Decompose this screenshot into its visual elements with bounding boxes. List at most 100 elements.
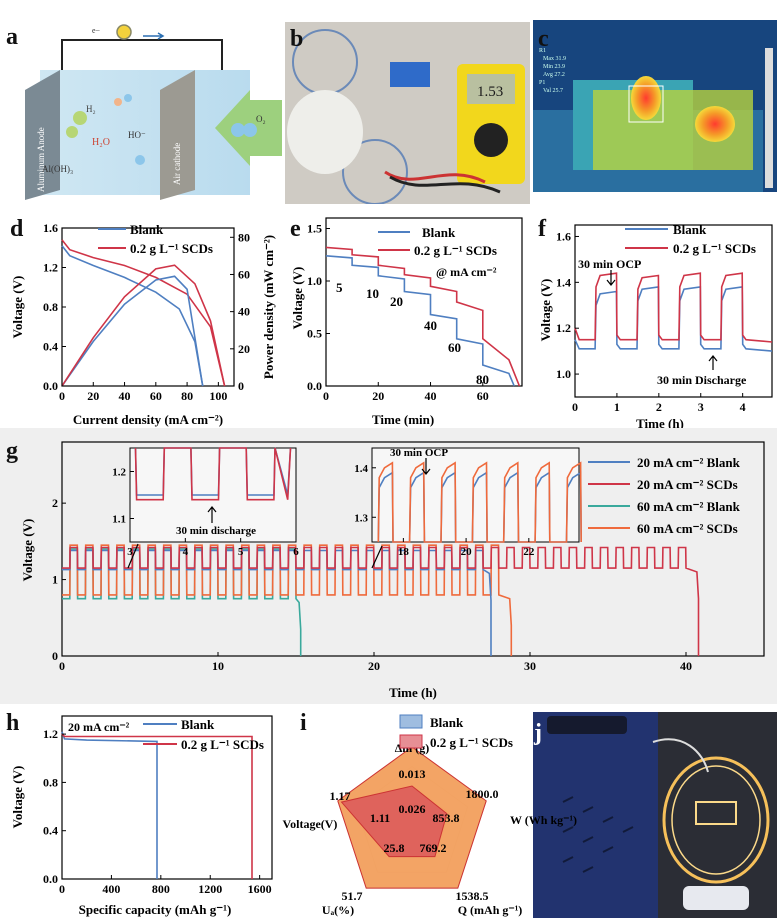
chart-i: 0.026 853.8 769.2 25.8 1.11 0.013 1800.0 1538.5… — [283, 714, 577, 917]
radar-series — [340, 785, 448, 858]
x-tick-label: 0 — [59, 389, 65, 403]
annotation-discharge: 30 min Discharge — [657, 373, 747, 387]
y2-tick-label: 60 — [238, 267, 250, 281]
aloh3-label: Al(OH)₃ — [42, 164, 73, 174]
cell-block — [390, 62, 430, 87]
x-tick-label: 800 — [152, 882, 170, 896]
readout-min: Min 23.9 — [543, 64, 565, 70]
molecule-icon — [114, 98, 122, 106]
readout-max: Max 31.9 — [543, 56, 566, 62]
legend-entry: 20 mA cm⁻² SCDs — [637, 477, 738, 492]
radar-value-scds: 51.7 — [342, 889, 363, 903]
y-tick-label: 1.6 — [556, 229, 571, 243]
electrolyte — [40, 70, 250, 195]
y-tick-label: 1.4 — [354, 463, 368, 475]
x-axis-label: Time (h) — [389, 685, 437, 700]
x-tick-label: 40 — [119, 389, 131, 403]
radar-value-scds: 1800.0 — [466, 787, 499, 801]
radar-axis-label: Voltage(V) — [283, 817, 338, 831]
step-label: 60 — [448, 340, 461, 355]
chart-f: 0 1 2 3 4 1.0 1.2 1.4 1.6 Time (h) Voltage (V) B… — [538, 222, 773, 431]
step-label: 40 — [424, 318, 437, 333]
x-tick-label: 60 — [150, 389, 162, 403]
panel-label-d: d — [10, 216, 24, 242]
step-label: 5 — [336, 280, 343, 295]
y-axis-label: Voltage (V) — [20, 519, 35, 582]
thermal-image: R1 Max 31.9 Min 23.9 Avg 27.2 P1 Val 25.… — [533, 20, 777, 192]
y-tick-label: 2 — [52, 496, 58, 510]
x-axis-label: Current density (mA cm⁻²) — [73, 412, 223, 427]
arrow-icon — [606, 270, 616, 286]
lamp-photo — [533, 712, 777, 918]
legend-entry: 60 mA cm⁻² SCDs — [637, 521, 738, 536]
panel-label-j: j — [533, 720, 542, 746]
y2-tick-label: 20 — [238, 342, 250, 356]
y-tick-label: 1.0 — [307, 274, 322, 288]
radar-axis-label: Uₐ(%) — [322, 903, 354, 917]
x-tick-label: 400 — [102, 882, 120, 896]
y-tick-label: 0.4 — [43, 340, 58, 354]
radar-value-blank: 853.8 — [433, 811, 460, 825]
series-1 — [62, 546, 700, 656]
device-photo: 1.53 — [285, 22, 530, 204]
x-tick-label: 20 — [372, 389, 384, 403]
annotation-ocp: 30 min OCP — [578, 257, 641, 271]
chart-g: 0 10 20 30 40 0 1 2 Time (h) Voltage (V) 20 mA … — [0, 428, 777, 704]
y-tick-label: 1 — [52, 573, 58, 587]
legend-blank: Blank — [422, 225, 456, 240]
radar-value-scds: 1538.5 — [456, 889, 489, 903]
arrow-icon — [207, 506, 217, 523]
inset-pointer — [371, 545, 383, 569]
plot-frame — [61, 715, 273, 880]
y-tick-label: 0.5 — [307, 327, 322, 341]
h2-bubble-icon — [73, 111, 87, 125]
arrow-icon — [421, 458, 431, 475]
cathode-label: Air cathode — [172, 143, 182, 185]
radar-value-blank: 769.2 — [420, 841, 447, 855]
power-curve — [61, 264, 226, 387]
y-tick-label: 0.4 — [43, 824, 58, 838]
y2-tick-label: 80 — [238, 230, 250, 244]
radar-value-scds: 1.17 — [330, 789, 351, 803]
x-tick-label: 3 — [127, 546, 133, 558]
panel-label-i: i — [300, 710, 307, 736]
y2-axis-label: Power density (mW cm⁻²) — [261, 235, 276, 379]
y-tick-label: 1.1 — [112, 514, 126, 526]
arrow-icon — [708, 355, 718, 370]
annotation-discharge: 30 min discharge — [176, 525, 256, 537]
x-tick-label: 20 — [461, 546, 473, 558]
legend-scds: 0.2 g L⁻¹ SCDs — [130, 241, 213, 256]
x-tick-label: 2 — [656, 400, 662, 414]
y-axis-label: Voltage (V) — [538, 279, 553, 342]
x-tick-label: 18 — [398, 546, 410, 558]
legend-blank: Blank — [181, 717, 215, 732]
bottle — [287, 90, 363, 174]
x-axis-label: Time (h) — [636, 416, 684, 431]
x-tick-label: 30 — [524, 659, 536, 673]
panel-label-e: e — [290, 216, 301, 242]
x-tick-label: 3 — [698, 400, 704, 414]
y-axis-label: Voltage (V) — [10, 276, 25, 339]
series-scds — [325, 246, 521, 387]
x-tick-label: 22 — [523, 546, 535, 558]
multimeter-display — [467, 74, 515, 104]
x-tick-label: 0 — [59, 659, 65, 673]
x-tick-label: 1200 — [198, 882, 222, 896]
legend-scds: 0.2 g L⁻¹ SCDs — [414, 243, 497, 258]
readout-avg: Avg 27.2 — [543, 72, 565, 78]
chart-title: 20 mA cm⁻² — [68, 720, 130, 734]
panel-label-a: a — [6, 24, 18, 50]
y-tick-label: 0.0 — [43, 379, 58, 393]
panel-c-thermal: R1 Max 31.9 Min 23.9 Avg 27.2 P1 Val 25.… — [533, 20, 777, 192]
series-scds — [574, 272, 773, 343]
panel-label-f: f — [538, 216, 547, 242]
meter-reading: 1.53 — [477, 84, 503, 100]
x-tick-label: 20 — [368, 659, 380, 673]
x-tick-label: 6 — [293, 546, 299, 558]
x-tick-label: 1600 — [248, 882, 272, 896]
multimeter-dial — [474, 123, 508, 157]
chart-d: 0 20 40 60 80 100 0.0 0.4 0.8 1.2 1.6 0 20 40 60 80 Cur… — [10, 221, 276, 427]
inset-series-1 — [377, 461, 582, 543]
h2-bubble-icon — [66, 126, 78, 138]
